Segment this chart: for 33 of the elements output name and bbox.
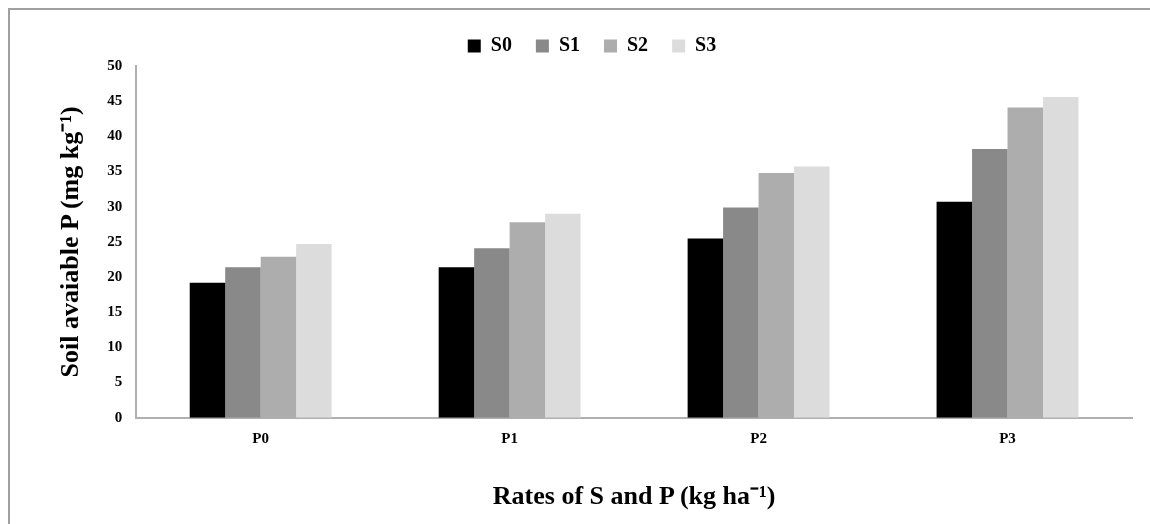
x-tick-label: P3 (999, 429, 1016, 446)
bar (296, 244, 332, 418)
y-tick-label: 35 (107, 162, 123, 179)
bar (225, 267, 261, 418)
y-tick-label: 30 (107, 197, 123, 214)
y-tick-label: 0 (114, 408, 123, 425)
bar (545, 213, 581, 418)
legend-label: S1 (558, 33, 580, 56)
legend-label: S2 (627, 33, 649, 56)
y-axis-title: Soil avaiable P (mg kg⁻¹) (55, 106, 85, 378)
x-tick-label: P1 (501, 429, 518, 446)
x-tick-label: P2 (750, 429, 767, 446)
bar (474, 248, 510, 418)
y-tick-label: 40 (107, 127, 123, 144)
x-axis-title: Rates of S and P (kg ha⁻¹) (492, 481, 776, 511)
y-tick-label: 25 (107, 232, 123, 249)
legend-label: S3 (695, 33, 717, 56)
bar (1043, 96, 1079, 418)
bar (794, 166, 830, 418)
y-tick-label: 45 (107, 92, 123, 109)
y-tick-label: 15 (107, 303, 123, 320)
y-tick-label: 20 (107, 267, 123, 284)
bar (936, 201, 973, 418)
bar (723, 207, 759, 418)
bar (687, 238, 724, 418)
legend-label: S0 (490, 33, 512, 56)
y-tick-label: 10 (107, 338, 123, 355)
bar (189, 282, 226, 418)
bar (972, 149, 1008, 418)
bar (438, 267, 475, 418)
x-tick-label: P0 (252, 429, 270, 446)
y-tick-label: 5 (114, 373, 123, 390)
y-tick-label: 50 (107, 56, 123, 73)
